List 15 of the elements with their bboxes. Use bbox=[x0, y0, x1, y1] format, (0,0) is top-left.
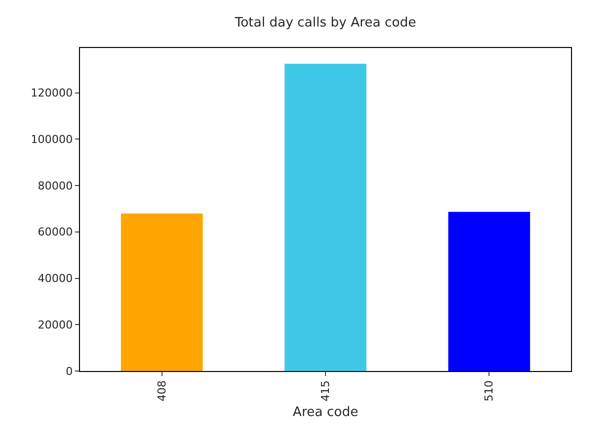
y-tick-label: 60000 bbox=[38, 226, 73, 239]
y-tick-label: 100000 bbox=[30, 132, 73, 146]
x-axis-title: Area code bbox=[292, 405, 358, 420]
y-tick-label: 80000 bbox=[38, 179, 73, 192]
y-tick-label: 40000 bbox=[38, 272, 73, 286]
bar bbox=[448, 212, 530, 371]
x-tick-label: 408 bbox=[155, 380, 168, 402]
x-tick-label: 510 bbox=[482, 380, 496, 402]
y-tick-label: 0 bbox=[66, 364, 73, 378]
bar bbox=[120, 214, 203, 371]
x-tick-label: 415 bbox=[319, 380, 332, 402]
y-tick-label: 20000 bbox=[38, 318, 73, 332]
bar bbox=[284, 64, 366, 371]
chart-title: Total day calls by Area code bbox=[234, 15, 416, 30]
y-tick-label: 120000 bbox=[30, 86, 73, 100]
